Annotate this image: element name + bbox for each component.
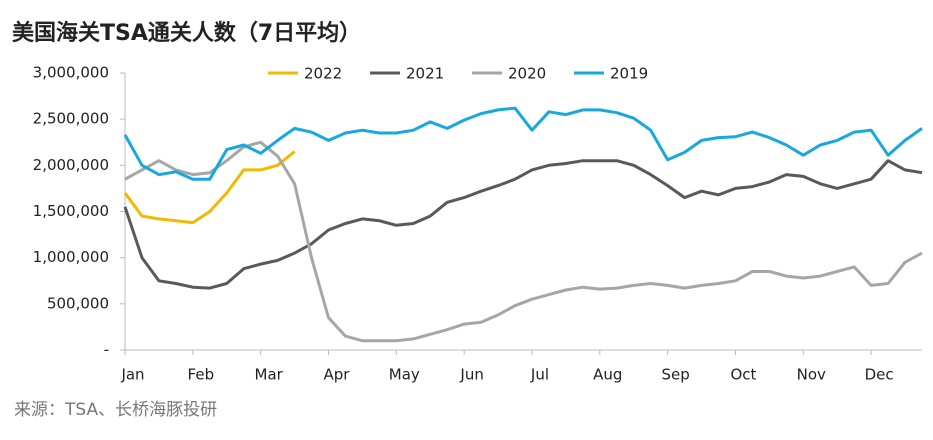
x-tick-label: May bbox=[389, 366, 420, 384]
y-tick-label: 3,000,000 bbox=[33, 64, 109, 82]
legend-label: 2019 bbox=[610, 65, 648, 83]
x-tick-label: Nov bbox=[797, 366, 826, 384]
y-tick-label: 1,000,000 bbox=[33, 248, 109, 266]
y-tick-label: 2,500,000 bbox=[33, 110, 109, 128]
series-line bbox=[123, 150, 296, 225]
x-tick-label: Jul bbox=[530, 366, 549, 384]
series-line bbox=[124, 140, 923, 343]
y-tick-label: 1,500,000 bbox=[33, 202, 109, 220]
x-tick-label: Oct bbox=[730, 366, 756, 384]
legend-label: 2021 bbox=[406, 65, 444, 83]
x-tick-label: Feb bbox=[188, 366, 215, 384]
y-tick-label: - bbox=[104, 341, 109, 359]
series-line bbox=[123, 159, 923, 290]
x-tick-label: Jun bbox=[459, 366, 483, 384]
source: 来源：TSA、长桥海豚投研 bbox=[14, 400, 217, 420]
y-tick-label: 2,000,000 bbox=[33, 156, 109, 174]
x-tick-label: Apr bbox=[324, 366, 351, 384]
y-tick-label: 500,000 bbox=[47, 294, 109, 312]
legend-label: 2022 bbox=[304, 65, 342, 83]
x-tick-label: Mar bbox=[255, 366, 284, 384]
series-line bbox=[123, 106, 923, 181]
chart-title: 美国海关TSA通关人数（7日平均） bbox=[12, 20, 361, 46]
legend-label: 2020 bbox=[508, 65, 546, 83]
x-tick-label: Aug bbox=[593, 366, 622, 384]
x-tick-label: Jan bbox=[120, 366, 144, 384]
x-tick-label: Sep bbox=[661, 366, 689, 384]
x-tick-label: Dec bbox=[865, 366, 894, 384]
